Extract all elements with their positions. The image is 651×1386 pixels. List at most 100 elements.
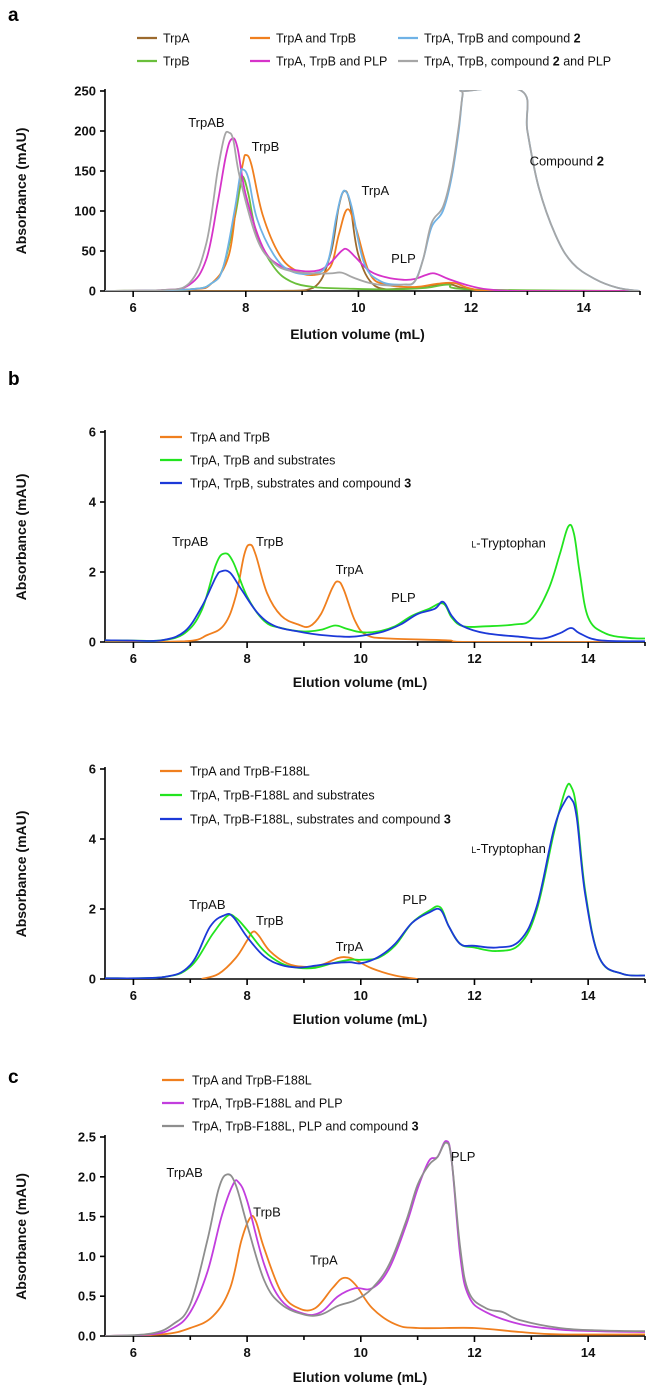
y-tick-label: 1.0 <box>78 1249 96 1264</box>
peak-annotation-part: TrpAB <box>188 115 224 130</box>
legend-item: TrpA, TrpB-F188L, PLP and compound 3 <box>162 1120 419 1134</box>
y-tick-label: 0.5 <box>78 1289 96 1304</box>
legend-item: TrpA <box>137 32 190 46</box>
series-group <box>105 782 645 979</box>
peak-annotation: TrpAB <box>188 115 224 130</box>
x-tick-label: 10 <box>351 300 365 315</box>
x-tick-label: 14 <box>576 300 591 315</box>
legend-label-part: TrpA and TrpB <box>276 32 356 46</box>
y-tick-label: 250 <box>74 84 96 99</box>
peak-annotation-part: PLP <box>451 1149 476 1164</box>
y-tick-label: 6 <box>89 425 96 440</box>
legend-label-part: TrpA, TrpB-F188L, substrates and compoun… <box>190 813 444 827</box>
legend-item: TrpA, TrpB-F188L, substrates and compoun… <box>160 813 451 827</box>
peak-annotation: TrpA <box>361 183 389 198</box>
x-tick-label: 8 <box>243 988 250 1003</box>
peak-annotation-part: TrpB <box>253 1205 281 1220</box>
series-group <box>105 90 640 291</box>
peak-annotation: TrpB <box>256 534 284 549</box>
x-tick-label: 14 <box>581 988 596 1003</box>
y-tick-label: 0 <box>89 972 96 987</box>
peak-annotation-part: TrpB <box>256 913 284 928</box>
peak-annotation: TrpAB <box>172 534 208 549</box>
legend-label-part: TrpA and TrpB <box>190 431 270 445</box>
panel-letter: b <box>8 369 20 390</box>
peak-annotation: l-Tryptophan <box>471 841 546 856</box>
legend-label-part: TrpB <box>163 55 190 69</box>
legend-label-part: 2 <box>553 55 560 69</box>
legend-item: TrpA, TrpB and PLP <box>250 55 387 69</box>
peak-annotation-part: TrpAB <box>189 897 225 912</box>
y-tick-label: 150 <box>74 164 96 179</box>
series-line-3 <box>105 154 640 291</box>
y-tick-label: 0 <box>89 284 96 299</box>
peak-annotation-part: TrpAB <box>166 1165 202 1180</box>
peak-annotation-part: TrpB <box>256 534 284 549</box>
legend-label: TrpA and TrpB-F188L <box>192 1074 312 1088</box>
y-tick-label: 2.5 <box>78 1130 96 1145</box>
peak-annotation-part: l <box>471 536 476 551</box>
legend-label-part: TrpA, TrpB and PLP <box>276 55 387 69</box>
x-tick-label: 6 <box>130 988 137 1003</box>
y-tick-label: 2 <box>89 902 96 917</box>
series-line-1 <box>105 543 645 642</box>
series-group <box>105 1140 645 1336</box>
y-tick-label: 200 <box>74 124 96 139</box>
legend-item: TrpA, TrpB-F188L and substrates <box>160 789 375 803</box>
panel-letter: c <box>8 1067 19 1088</box>
y-tick-label: 0.0 <box>78 1329 96 1344</box>
legend-label: TrpA, TrpB and compound 2 <box>424 32 581 46</box>
peak-annotation: PLP <box>391 251 416 266</box>
y-tick-label: 4 <box>89 832 97 847</box>
legend-label-part: TrpA, TrpB and substrates <box>190 454 335 468</box>
peak-annotation-part: PLP <box>403 892 428 907</box>
peak-annotation-part: TrpA <box>310 1252 338 1267</box>
series-line-1 <box>201 930 418 979</box>
peak-annotation-part: Compound <box>530 153 597 168</box>
legend-label-part: TrpA, TrpB-F188L and PLP <box>192 1097 343 1111</box>
y-axis-title: Absorbance (mAU) <box>13 811 29 938</box>
legend-label: TrpA, TrpB, substrates and compound 3 <box>190 477 411 491</box>
peak-annotation-part: 2 <box>597 153 604 168</box>
legend-item: TrpA, TrpB and compound 2 <box>398 32 581 46</box>
legend-label: TrpA, TrpB and substrates <box>190 454 335 468</box>
legend-item: TrpA and TrpB-F188L <box>162 1074 312 1088</box>
legend-label-part: 3 <box>412 1120 419 1134</box>
legend-label: TrpB <box>163 55 190 69</box>
peak-annotation: TrpB <box>253 1205 281 1220</box>
peak-annotation: l-Tryptophan <box>471 536 546 551</box>
legend-label-part: TrpA, TrpB-F188L and substrates <box>190 789 375 803</box>
y-tick-label: 2.0 <box>78 1169 96 1184</box>
series-line-3 <box>105 795 645 979</box>
x-axis-title: Elution volume (mL) <box>293 1369 428 1385</box>
x-axis-title: Elution volume (mL) <box>293 674 428 690</box>
legend-item: TrpA, TrpB, substrates and compound 3 <box>160 477 411 491</box>
x-tick-label: 8 <box>243 1345 250 1360</box>
y-tick-label: 2 <box>89 565 96 580</box>
series-group <box>105 523 645 642</box>
series-line-4 <box>105 137 640 291</box>
legend-label-part: TrpA, TrpB-F188L, PLP and compound <box>192 1120 412 1134</box>
peak-annotation-part: TrpB <box>252 139 280 154</box>
peak-annotation: PLP <box>403 892 428 907</box>
legend-label-part: TrpA, TrpB, substrates and compound <box>190 477 404 491</box>
legend-label-part: 3 <box>404 477 411 491</box>
peak-annotation: TrpB <box>256 913 284 928</box>
legend-label: TrpA and TrpB <box>190 431 270 445</box>
peak-annotation-part: TrpA <box>361 183 389 198</box>
x-tick-label: 6 <box>130 300 137 315</box>
legend-label: TrpA, TrpB and PLP <box>276 55 387 69</box>
peak-annotation: TrpAB <box>166 1165 202 1180</box>
chart-panel-c: c 0.0 0.5 1.0 1.5 2.0 2.5 6 8 10 12 14 Elution volum… <box>8 1067 646 1385</box>
y-tick-label: 0 <box>89 635 96 650</box>
legend-item: TrpA, TrpB and substrates <box>160 454 335 468</box>
peak-annotation-part: TrpA <box>336 939 364 954</box>
chart-panel-b: b 0 2 4 6 6 8 10 12 14 Elution volume (mL) Absorban… <box>8 369 646 690</box>
x-axis-title: Elution volume (mL) <box>293 1011 428 1027</box>
series-line-3 <box>105 1141 645 1336</box>
legend-item: TrpA and TrpB <box>160 431 270 445</box>
legend-label-part: TrpA and TrpB-F188L <box>190 765 310 779</box>
y-axis-title: Absorbance (mAU) <box>13 128 29 255</box>
legend-item: TrpA and TrpB-F188L <box>160 765 310 779</box>
y-axis-title: Absorbance (mAU) <box>13 474 29 601</box>
